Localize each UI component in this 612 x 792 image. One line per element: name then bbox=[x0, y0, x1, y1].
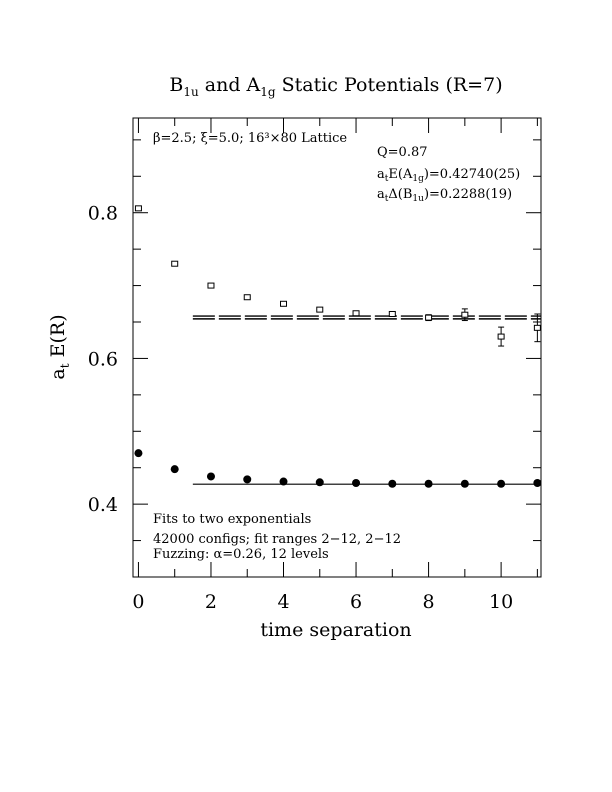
annotation-q: Q=0.87 bbox=[377, 145, 428, 160]
data-point-b1u bbox=[425, 314, 433, 321]
title-end: Static Potentials (R=7) bbox=[276, 74, 503, 96]
x-tick-label: 0 bbox=[132, 591, 144, 613]
energy-end: )=0.42740(25) bbox=[424, 167, 520, 182]
data-point-a1g bbox=[243, 475, 252, 484]
data-point-b1u bbox=[497, 333, 505, 340]
data-point-b1u bbox=[207, 282, 215, 289]
x-tick-label: 6 bbox=[350, 591, 362, 613]
data-point-a1g bbox=[388, 479, 397, 488]
data-point-b1u bbox=[533, 324, 541, 331]
data-point-b1u bbox=[388, 310, 396, 317]
data-point-a1g bbox=[170, 465, 179, 474]
y-tick-label: 0.8 bbox=[88, 203, 118, 225]
data-point-b1u bbox=[461, 311, 469, 318]
data-point-a1g bbox=[533, 479, 542, 488]
data-point-a1g bbox=[279, 477, 288, 486]
title-mid: and A bbox=[199, 74, 261, 96]
data-point-a1g bbox=[497, 479, 506, 488]
data-point-a1g bbox=[352, 479, 361, 488]
delta-sub-t: t bbox=[385, 194, 389, 204]
annotation-delta: atΔ(B1u)=0.2288(19) bbox=[377, 187, 512, 204]
energy-mid: E(A bbox=[388, 167, 413, 182]
y-tick-label: 0.6 bbox=[88, 348, 118, 370]
annotation-fit2: 42000 configs; fit ranges 2−12, 2−12 bbox=[153, 532, 401, 547]
ylabel-sub: t bbox=[58, 363, 72, 368]
x-tick-label: 10 bbox=[489, 591, 513, 613]
annotation-lattice: β=2.5; ξ=5.0; 16³×80 Lattice bbox=[153, 131, 347, 146]
y-tick-labels: 0.4 0.6 0.8 bbox=[88, 203, 118, 516]
plot-frame bbox=[132, 117, 542, 578]
annotation-energy: atE(A1g)=0.42740(25) bbox=[377, 167, 520, 184]
delta-pre: a bbox=[377, 187, 385, 202]
x-tick-label: 2 bbox=[205, 591, 217, 613]
data-points bbox=[134, 205, 542, 488]
ylabel-end: E(R) bbox=[47, 314, 69, 363]
data-point-b1u bbox=[316, 306, 324, 313]
x-ticks bbox=[137, 118, 538, 577]
title-main: B bbox=[169, 74, 183, 96]
ylabel-main: a bbox=[47, 368, 69, 379]
data-point-a1g bbox=[460, 479, 469, 488]
title-sub1: 1u bbox=[183, 85, 199, 99]
data-point-a1g bbox=[424, 479, 433, 488]
data-point-b1u bbox=[134, 205, 142, 212]
y-tick-label: 0.4 bbox=[88, 494, 118, 516]
x-axis-label: time separation bbox=[260, 619, 411, 641]
annotation-fit1: Fits to two exponentials bbox=[153, 512, 311, 527]
y-axis-label: at E(R) bbox=[47, 314, 72, 379]
data-point-b1u bbox=[171, 260, 179, 267]
chart-title: B1u and A1g Static Potentials (R=7) bbox=[169, 74, 502, 99]
energy-sub-t: t bbox=[385, 174, 389, 184]
energy-sub: 1g bbox=[412, 174, 424, 184]
delta-end: )=0.2288(19) bbox=[424, 187, 512, 202]
error-bars bbox=[316, 307, 541, 347]
title-sub2: 1g bbox=[260, 85, 276, 99]
energy-pre: a bbox=[377, 167, 385, 182]
x-tick-label: 4 bbox=[277, 591, 289, 613]
x-tick-labels: 0 2 4 6 8 10 bbox=[132, 591, 513, 613]
data-point-a1g bbox=[315, 478, 324, 487]
delta-sub: 1u bbox=[412, 194, 424, 204]
data-point-a1g bbox=[134, 449, 143, 458]
data-point-a1g bbox=[206, 472, 215, 481]
data-point-b1u bbox=[280, 300, 288, 307]
data-point-b1u bbox=[243, 294, 251, 301]
annotation-fit3: Fuzzing: α=0.26, 12 levels bbox=[153, 547, 329, 562]
delta-mid: Δ(B bbox=[388, 187, 412, 202]
x-tick-label: 8 bbox=[423, 591, 435, 613]
fit-lines bbox=[192, 315, 541, 485]
data-point-b1u bbox=[352, 310, 360, 317]
